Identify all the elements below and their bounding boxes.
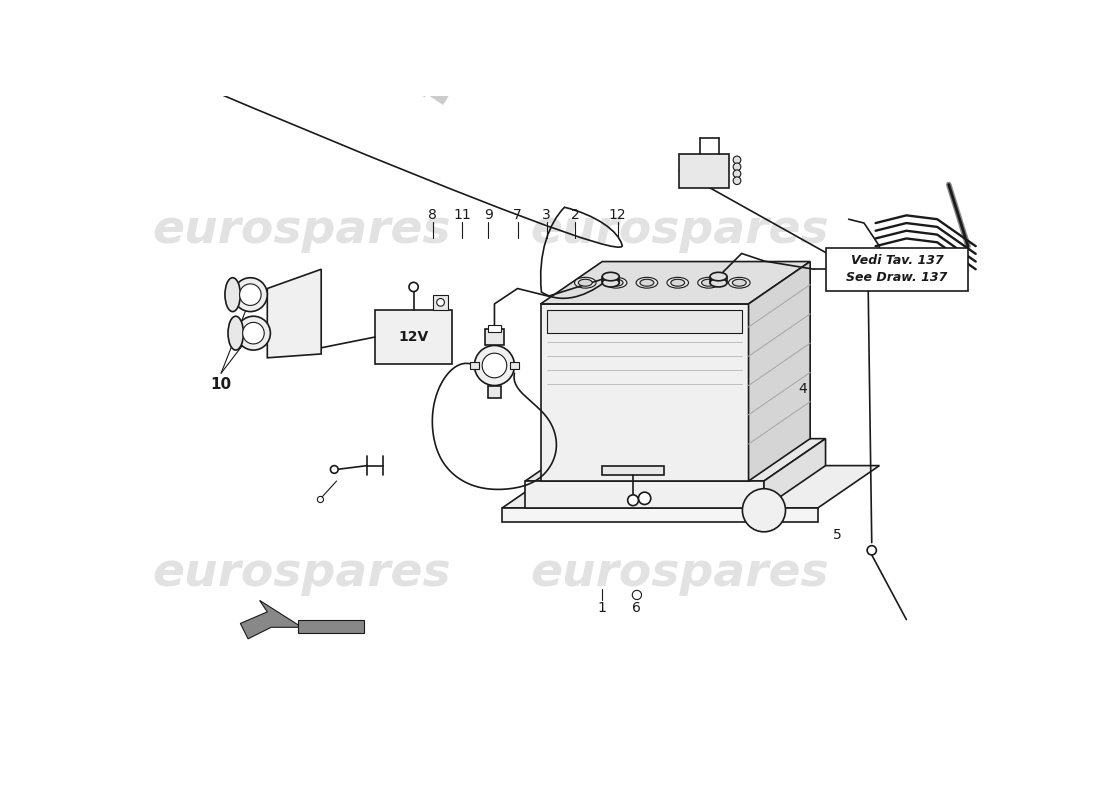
Text: Vedi Tav. 137: Vedi Tav. 137 (850, 254, 944, 266)
Ellipse shape (603, 278, 619, 287)
Polygon shape (241, 600, 301, 639)
Polygon shape (526, 438, 825, 481)
Circle shape (733, 163, 741, 170)
Bar (603, 466, 664, 475)
Text: eurospares: eurospares (530, 551, 828, 596)
Ellipse shape (228, 316, 243, 350)
Bar (375, 310, 452, 364)
Text: 4: 4 (799, 382, 806, 396)
Ellipse shape (697, 278, 719, 288)
Circle shape (867, 546, 877, 555)
Polygon shape (749, 262, 810, 481)
Circle shape (437, 298, 444, 306)
Bar (488, 326, 501, 332)
Text: 12: 12 (608, 208, 627, 222)
Text: 12V: 12V (398, 330, 429, 344)
Bar (470, 362, 480, 370)
Polygon shape (541, 262, 810, 304)
Text: eurospares: eurospares (530, 208, 828, 254)
Circle shape (628, 495, 638, 506)
Text: 7: 7 (514, 208, 521, 222)
Circle shape (632, 590, 641, 599)
Text: 6: 6 (632, 601, 641, 615)
Ellipse shape (711, 278, 727, 287)
Bar (485, 329, 504, 346)
Ellipse shape (226, 278, 240, 311)
Ellipse shape (243, 322, 264, 344)
Text: 8: 8 (428, 208, 438, 222)
Ellipse shape (671, 279, 684, 286)
Bar (547, 310, 743, 333)
Circle shape (318, 496, 323, 502)
Bar (488, 386, 501, 398)
Text: 10: 10 (210, 378, 232, 392)
Polygon shape (502, 466, 880, 508)
Ellipse shape (574, 278, 596, 288)
Ellipse shape (702, 279, 715, 286)
Bar (298, 619, 363, 634)
Text: eurospares: eurospares (153, 551, 451, 596)
Circle shape (409, 282, 418, 291)
Ellipse shape (579, 279, 592, 286)
Polygon shape (541, 304, 749, 481)
Ellipse shape (667, 278, 689, 288)
Ellipse shape (609, 279, 623, 286)
Text: 9: 9 (484, 208, 493, 222)
Polygon shape (526, 481, 763, 508)
Ellipse shape (711, 272, 727, 281)
Circle shape (474, 346, 515, 386)
Circle shape (733, 170, 741, 178)
Ellipse shape (603, 272, 619, 281)
Ellipse shape (636, 278, 658, 288)
Text: 1: 1 (597, 601, 607, 615)
Ellipse shape (233, 278, 267, 311)
Bar (825, 249, 968, 291)
Polygon shape (763, 438, 825, 508)
Text: 2: 2 (571, 208, 580, 222)
Ellipse shape (728, 278, 750, 288)
Ellipse shape (640, 279, 653, 286)
Bar (510, 362, 519, 370)
Circle shape (733, 177, 741, 185)
Ellipse shape (605, 278, 627, 288)
Ellipse shape (236, 316, 271, 350)
Polygon shape (267, 270, 321, 358)
Text: 3: 3 (542, 208, 551, 222)
Bar (680, 154, 729, 188)
Circle shape (742, 489, 785, 532)
Text: See Draw. 137: See Draw. 137 (847, 271, 948, 284)
Text: 5: 5 (833, 528, 842, 542)
Ellipse shape (733, 279, 746, 286)
Circle shape (330, 466, 338, 474)
Text: eurospares: eurospares (153, 208, 451, 254)
Ellipse shape (240, 284, 261, 306)
Bar (433, 294, 449, 310)
Polygon shape (502, 508, 818, 522)
Text: 11: 11 (453, 208, 471, 222)
Circle shape (733, 156, 741, 164)
Circle shape (638, 492, 651, 505)
Circle shape (482, 353, 507, 378)
